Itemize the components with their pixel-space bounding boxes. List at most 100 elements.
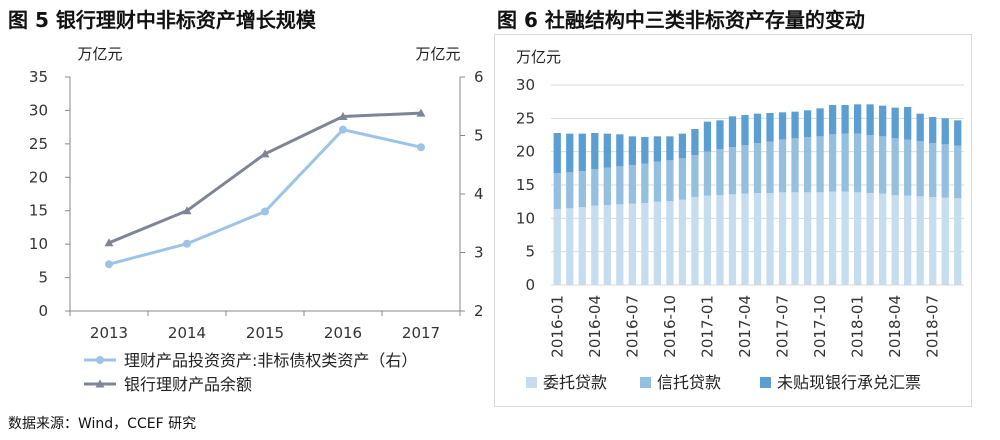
bar-segment-3 (778, 112, 787, 140)
bar-segment-3 (716, 120, 724, 149)
x-tick-label: 2017-07 (774, 295, 792, 358)
x-tick-label: 2014 (168, 324, 206, 342)
series-1-point (183, 239, 191, 248)
right-tick-label: 5 (474, 127, 484, 145)
left-tick-label: 30 (29, 101, 48, 119)
bar-segment-2 (603, 167, 611, 205)
bar-segment-3 (578, 133, 586, 171)
bar-segment-2 (778, 139, 787, 193)
bar-segment-1 (666, 201, 674, 285)
bar-segment-1 (703, 195, 712, 285)
bar-segment-1 (578, 207, 586, 285)
y-tick-label: 25 (516, 109, 535, 127)
legend-label-1: 委托贷款 (543, 373, 607, 392)
right-tick-label: 2 (474, 302, 484, 320)
bar-segment-1 (591, 205, 599, 285)
bar-segment-3 (591, 133, 599, 169)
chart-title-right: 图 6 社融结构中三类非标资产存量的变动 (497, 8, 865, 32)
bar-segment-1 (741, 193, 749, 285)
bar-segment-2 (553, 173, 561, 209)
bar-segment-2 (641, 163, 649, 203)
bar-segment-3 (941, 118, 949, 145)
bar-segment-1 (828, 191, 837, 285)
left-tick-label: 35 (29, 68, 48, 86)
left-tick-label: 20 (29, 168, 48, 186)
legend-marker-2 (95, 379, 105, 388)
x-tick-label: 2016-04 (586, 295, 604, 358)
legend-swatch-1 (526, 377, 537, 388)
bar-segment-3 (653, 136, 662, 162)
series-2-point (260, 149, 270, 158)
legend-marker-1 (96, 356, 104, 364)
bar-segment-3 (703, 121, 712, 152)
bar-segment-2 (791, 138, 799, 193)
y-axis-unit: 万亿元 (516, 48, 561, 66)
left-tick-label: 5 (38, 269, 48, 287)
bar-segment-1 (641, 203, 649, 285)
bar-segment-1 (778, 192, 787, 285)
x-tick-label: 2017-01 (698, 295, 716, 358)
bar-segment-3 (628, 136, 636, 165)
bar-segment-2 (816, 136, 824, 193)
bar-segment-1 (853, 192, 862, 285)
bar-segment-2 (666, 160, 674, 201)
x-tick-label: 2013 (90, 324, 128, 342)
series-2-point (416, 108, 426, 117)
bar-segment-2 (716, 149, 724, 195)
x-tick-label: 2016-10 (661, 295, 679, 358)
series-2-point (182, 206, 192, 215)
right-tick-label: 3 (474, 244, 484, 262)
bar-segment-3 (904, 107, 912, 140)
bar-segment-1 (879, 193, 887, 285)
bar-segment-1 (678, 199, 687, 285)
bar-segment-1 (691, 197, 699, 285)
bar-segment-2 (941, 144, 949, 198)
bar-segment-3 (691, 129, 699, 155)
bar-segment-2 (891, 138, 899, 195)
bar-segment-3 (728, 116, 737, 147)
bar-segment-2 (766, 141, 774, 193)
bar-segment-3 (841, 105, 849, 134)
legend-label-1: 理财产品投资资产:非标债权类资产（右） (124, 351, 417, 370)
bar-segment-2 (954, 145, 962, 199)
bar-segment-2 (904, 139, 912, 196)
bar-segment-1 (728, 194, 737, 285)
x-tick-label: 2018-07 (924, 295, 942, 358)
bar-segment-2 (566, 172, 574, 209)
bar-segment-1 (954, 198, 962, 285)
bar-segment-2 (929, 143, 937, 197)
bar-chart-panel: 万亿元 0 5 10 15 20 25 30 2016-01 2016-04 2016-07 2016… (494, 34, 972, 411)
bar-segment-2 (728, 147, 737, 195)
bar-segment-3 (678, 133, 687, 159)
bar-segment-2 (703, 151, 712, 196)
x-tick-label: 2016-07 (623, 295, 641, 358)
legend-swatch-2 (640, 377, 651, 388)
bar-segment-2 (578, 171, 586, 207)
bar-segment-2 (828, 134, 837, 192)
y-tick-label: 15 (516, 176, 535, 194)
bar-segment-2 (916, 141, 924, 197)
bar-segment-3 (603, 133, 611, 168)
series-2-point (338, 111, 348, 120)
bar-segment-1 (891, 195, 899, 285)
legend-label-3: 未贴现银行承兑汇票 (777, 373, 921, 392)
bar-segment-1 (929, 197, 937, 285)
bar-segment-3 (741, 115, 749, 145)
legend-swatch-3 (760, 377, 771, 388)
bar-segment-3 (553, 133, 561, 173)
bar-segment-3 (566, 133, 574, 173)
bar-segment-2 (879, 136, 887, 194)
series-1-point (105, 260, 113, 269)
bar-segment-1 (716, 195, 724, 285)
x-tick-label: 2017-04 (736, 295, 754, 358)
bar-segment-3 (916, 113, 924, 141)
bar-segment-2 (691, 155, 699, 197)
legend-label-2: 信托贷款 (657, 373, 721, 392)
x-tick-label: 2016 (324, 324, 362, 342)
left-axis-unit: 万亿元 (77, 45, 122, 63)
y-tick-label: 30 (516, 76, 535, 94)
right-tick-label: 4 (474, 185, 484, 203)
bar-segment-1 (803, 192, 812, 285)
line-chart-panel: 万亿元 万亿元 0 5 10 15 20 25 30 35 2 3 4 5 6 2013 2014 2015 201… (0, 34, 492, 408)
bar-segment-2 (653, 161, 662, 202)
